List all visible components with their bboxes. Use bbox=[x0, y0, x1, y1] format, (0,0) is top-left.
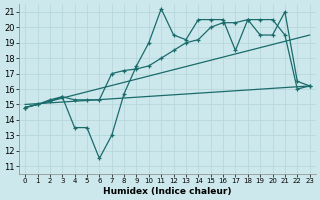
X-axis label: Humidex (Indice chaleur): Humidex (Indice chaleur) bbox=[103, 187, 232, 196]
